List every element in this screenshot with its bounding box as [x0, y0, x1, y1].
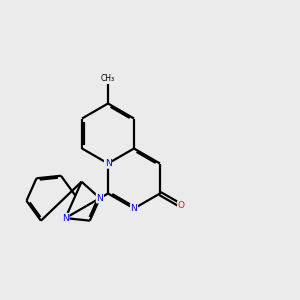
Text: N: N — [62, 214, 69, 223]
Text: N: N — [97, 194, 103, 203]
Text: N: N — [130, 204, 137, 213]
Text: N: N — [105, 159, 111, 168]
Text: CH₃: CH₃ — [101, 74, 115, 83]
Text: O: O — [178, 201, 185, 210]
